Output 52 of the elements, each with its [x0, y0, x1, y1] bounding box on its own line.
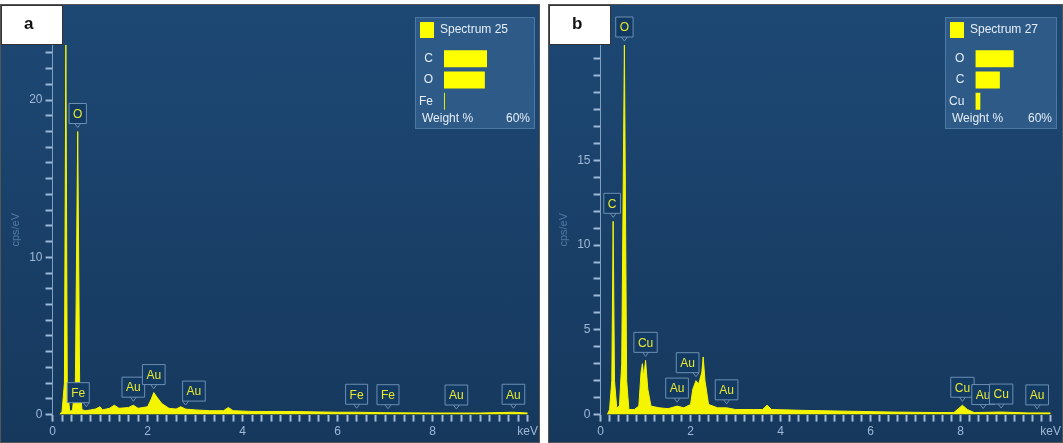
annotation: Au — [506, 387, 521, 402]
annotation: Au — [146, 367, 162, 382]
y-tick-label: 10 — [577, 237, 591, 252]
y-tick-label: 20 — [29, 92, 43, 107]
y-tick-label: 5 — [583, 322, 591, 337]
annotation: 60% — [505, 111, 531, 126]
x-axis-title: Weight % — [422, 111, 474, 126]
y-axis-title: cps/eV — [8, 212, 21, 247]
y-tick-label: Cu — [949, 93, 965, 108]
annotation: Au — [680, 356, 695, 370]
y-tick-label: C — [955, 72, 965, 87]
y-tick-label: O — [955, 50, 965, 65]
annotation: 60% — [1027, 111, 1053, 126]
annotation: O — [619, 20, 630, 35]
x-tick-label: 2 — [144, 424, 152, 439]
y-tick-label: Fe — [418, 93, 434, 108]
annotation: Au — [1029, 388, 1045, 403]
x-tick-label: 8 — [957, 424, 965, 439]
x-tick-label: 4 — [239, 424, 247, 439]
annotation: Au — [449, 388, 464, 403]
x-tick-label: 6 — [334, 424, 342, 439]
x-tick-label: 0 — [597, 424, 605, 439]
legend-label: Spectrum 27 — [970, 22, 1039, 37]
annotation: Au — [719, 383, 734, 398]
y-tick-label: 0 — [583, 406, 591, 421]
annotation: Cu — [993, 387, 1009, 402]
x-tick-label: 2 — [687, 424, 695, 439]
x-tick-label: 8 — [429, 424, 437, 439]
annotation: Fe — [71, 385, 86, 400]
annotation: C — [607, 196, 617, 211]
y-tick-label: 10 — [29, 249, 43, 264]
annotation: O — [73, 106, 83, 121]
x-tick-label: 6 — [867, 424, 875, 439]
annotation: Fe — [380, 388, 396, 403]
x-tick-label: keV — [1040, 424, 1061, 439]
chart-title: b — [549, 5, 611, 45]
chart-title: a — [1, 5, 63, 45]
annotation: Fe — [349, 387, 364, 402]
y-tick-label: C — [424, 50, 434, 65]
annotation: Au — [669, 381, 685, 396]
annotation: Cu — [637, 335, 654, 350]
x-axis-title: Weight % — [952, 111, 1004, 126]
y-tick-label: 0 — [35, 406, 43, 421]
x-tick-label: 0 — [49, 424, 57, 439]
y-tick-label: O — [423, 72, 433, 87]
legend-label: Spectrum 25 — [440, 22, 509, 37]
x-tick-label: 4 — [777, 424, 785, 439]
x-tick-label: keV — [517, 424, 538, 439]
annotation: Au — [125, 380, 141, 395]
y-tick-label: 15 — [577, 152, 591, 167]
y-axis-title: cps/eV — [556, 212, 569, 247]
annotation: Au — [186, 384, 202, 399]
